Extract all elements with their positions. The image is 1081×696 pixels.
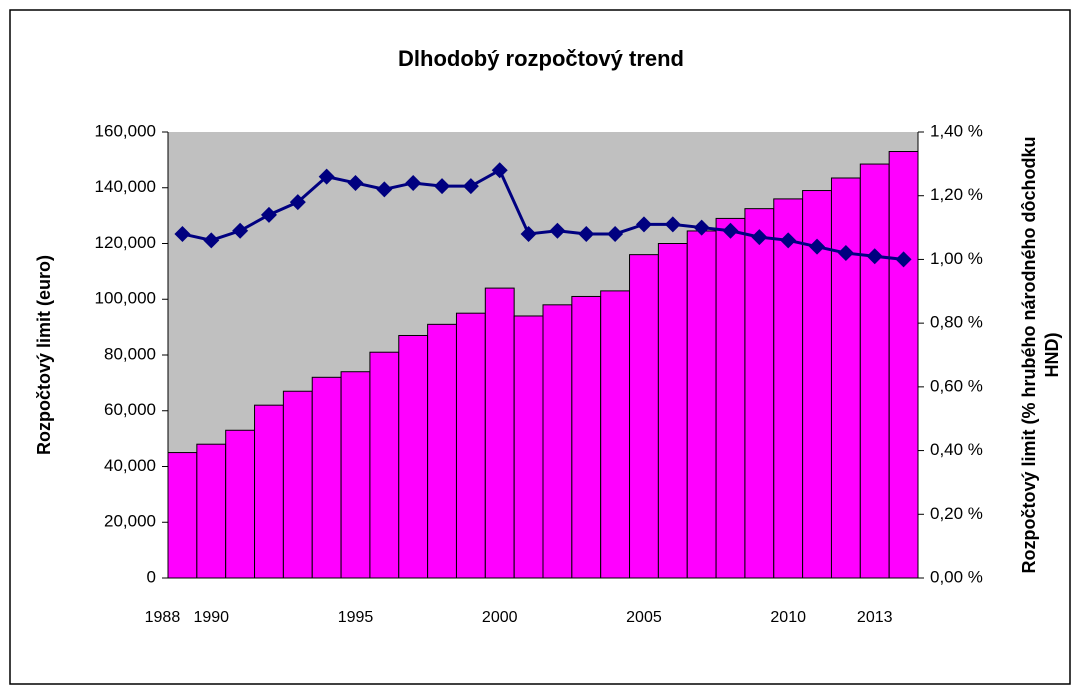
bar: [455, 312, 486, 579]
bar: [311, 376, 342, 579]
marker: [780, 232, 797, 249]
marker: [520, 225, 537, 242]
marker: [664, 216, 681, 233]
bar: [282, 390, 313, 579]
marker: [693, 219, 710, 236]
marker: [895, 251, 912, 268]
marker: [809, 238, 826, 255]
marker: [866, 248, 883, 265]
bar: [802, 190, 832, 579]
bar: [398, 334, 429, 579]
bar: [225, 429, 256, 579]
y-tick-label: 100,000: [95, 289, 156, 308]
marker: [434, 178, 451, 195]
marker: [318, 168, 335, 185]
bar: [830, 177, 861, 579]
y2-tick-label: 1,40 %: [930, 121, 983, 140]
y-tick-label: 0: [147, 567, 156, 586]
y-tick-label: 160,000: [95, 121, 156, 140]
y-tick-label: 60,000: [104, 400, 156, 419]
marker: [635, 216, 652, 233]
y2-axis-label: Rozpočtový limit (% hrubého národného dô…: [1019, 137, 1039, 574]
bar: [484, 287, 515, 579]
marker: [578, 225, 595, 242]
x-tick-label: 2010: [770, 609, 806, 626]
bar: [196, 443, 227, 579]
x-tick-label: 2013: [857, 609, 893, 626]
y-tick-label: 40,000: [104, 456, 156, 475]
marker: [462, 178, 479, 195]
bar: [715, 217, 746, 579]
marker: [260, 206, 277, 223]
x-tick-label: 2005: [626, 609, 662, 626]
chart-title: Dlhodobý rozpočtový trend: [398, 46, 684, 71]
bar: [513, 315, 544, 579]
x-tick-label: 1990: [193, 609, 229, 626]
y2-tick-label: 1,20 %: [930, 185, 983, 204]
bar: [571, 295, 602, 579]
bar: [859, 163, 890, 579]
y2-tick-label: 0,40 %: [930, 440, 983, 459]
x-tick-label: 1988: [145, 609, 181, 626]
y-tick-label: 80,000: [104, 344, 156, 363]
bar: [340, 371, 371, 579]
y2-tick-label: 0,60 %: [930, 376, 983, 395]
bar: [744, 208, 775, 579]
bar: [888, 151, 919, 579]
y2-tick-label: 0,80 %: [930, 313, 983, 332]
marker: [607, 225, 624, 242]
bar: [686, 230, 717, 579]
marker: [405, 174, 422, 191]
y-tick-label: 20,000: [104, 512, 156, 531]
bar: [427, 323, 457, 579]
marker: [347, 174, 364, 191]
y-tick-label: 140,000: [95, 177, 156, 196]
marker: [491, 162, 508, 179]
marker: [203, 232, 220, 249]
y2-axis-label: HND): [1042, 333, 1062, 378]
y-axis-label: Rozpočtový limit (euro): [34, 255, 54, 455]
marker: [837, 245, 854, 262]
marker: [722, 222, 739, 239]
y-tick-label: 120,000: [95, 233, 156, 252]
marker: [174, 225, 191, 242]
y2-tick-label: 0,00 %: [930, 567, 983, 586]
bar: [369, 351, 400, 579]
marker: [549, 222, 566, 239]
bar: [600, 290, 631, 579]
x-tick-label: 1995: [338, 609, 374, 626]
marker: [232, 222, 249, 239]
bar: [254, 404, 284, 579]
bar: [657, 243, 688, 579]
marker: [376, 181, 393, 198]
x-tick-label: 2000: [482, 609, 518, 626]
bar: [542, 304, 573, 579]
y2-tick-label: 1,00 %: [930, 249, 983, 268]
bar: [167, 452, 198, 579]
marker: [751, 229, 768, 246]
y2-tick-label: 0,20 %: [930, 504, 983, 523]
bar: [773, 198, 804, 579]
bar: [629, 254, 659, 579]
marker: [289, 194, 306, 211]
